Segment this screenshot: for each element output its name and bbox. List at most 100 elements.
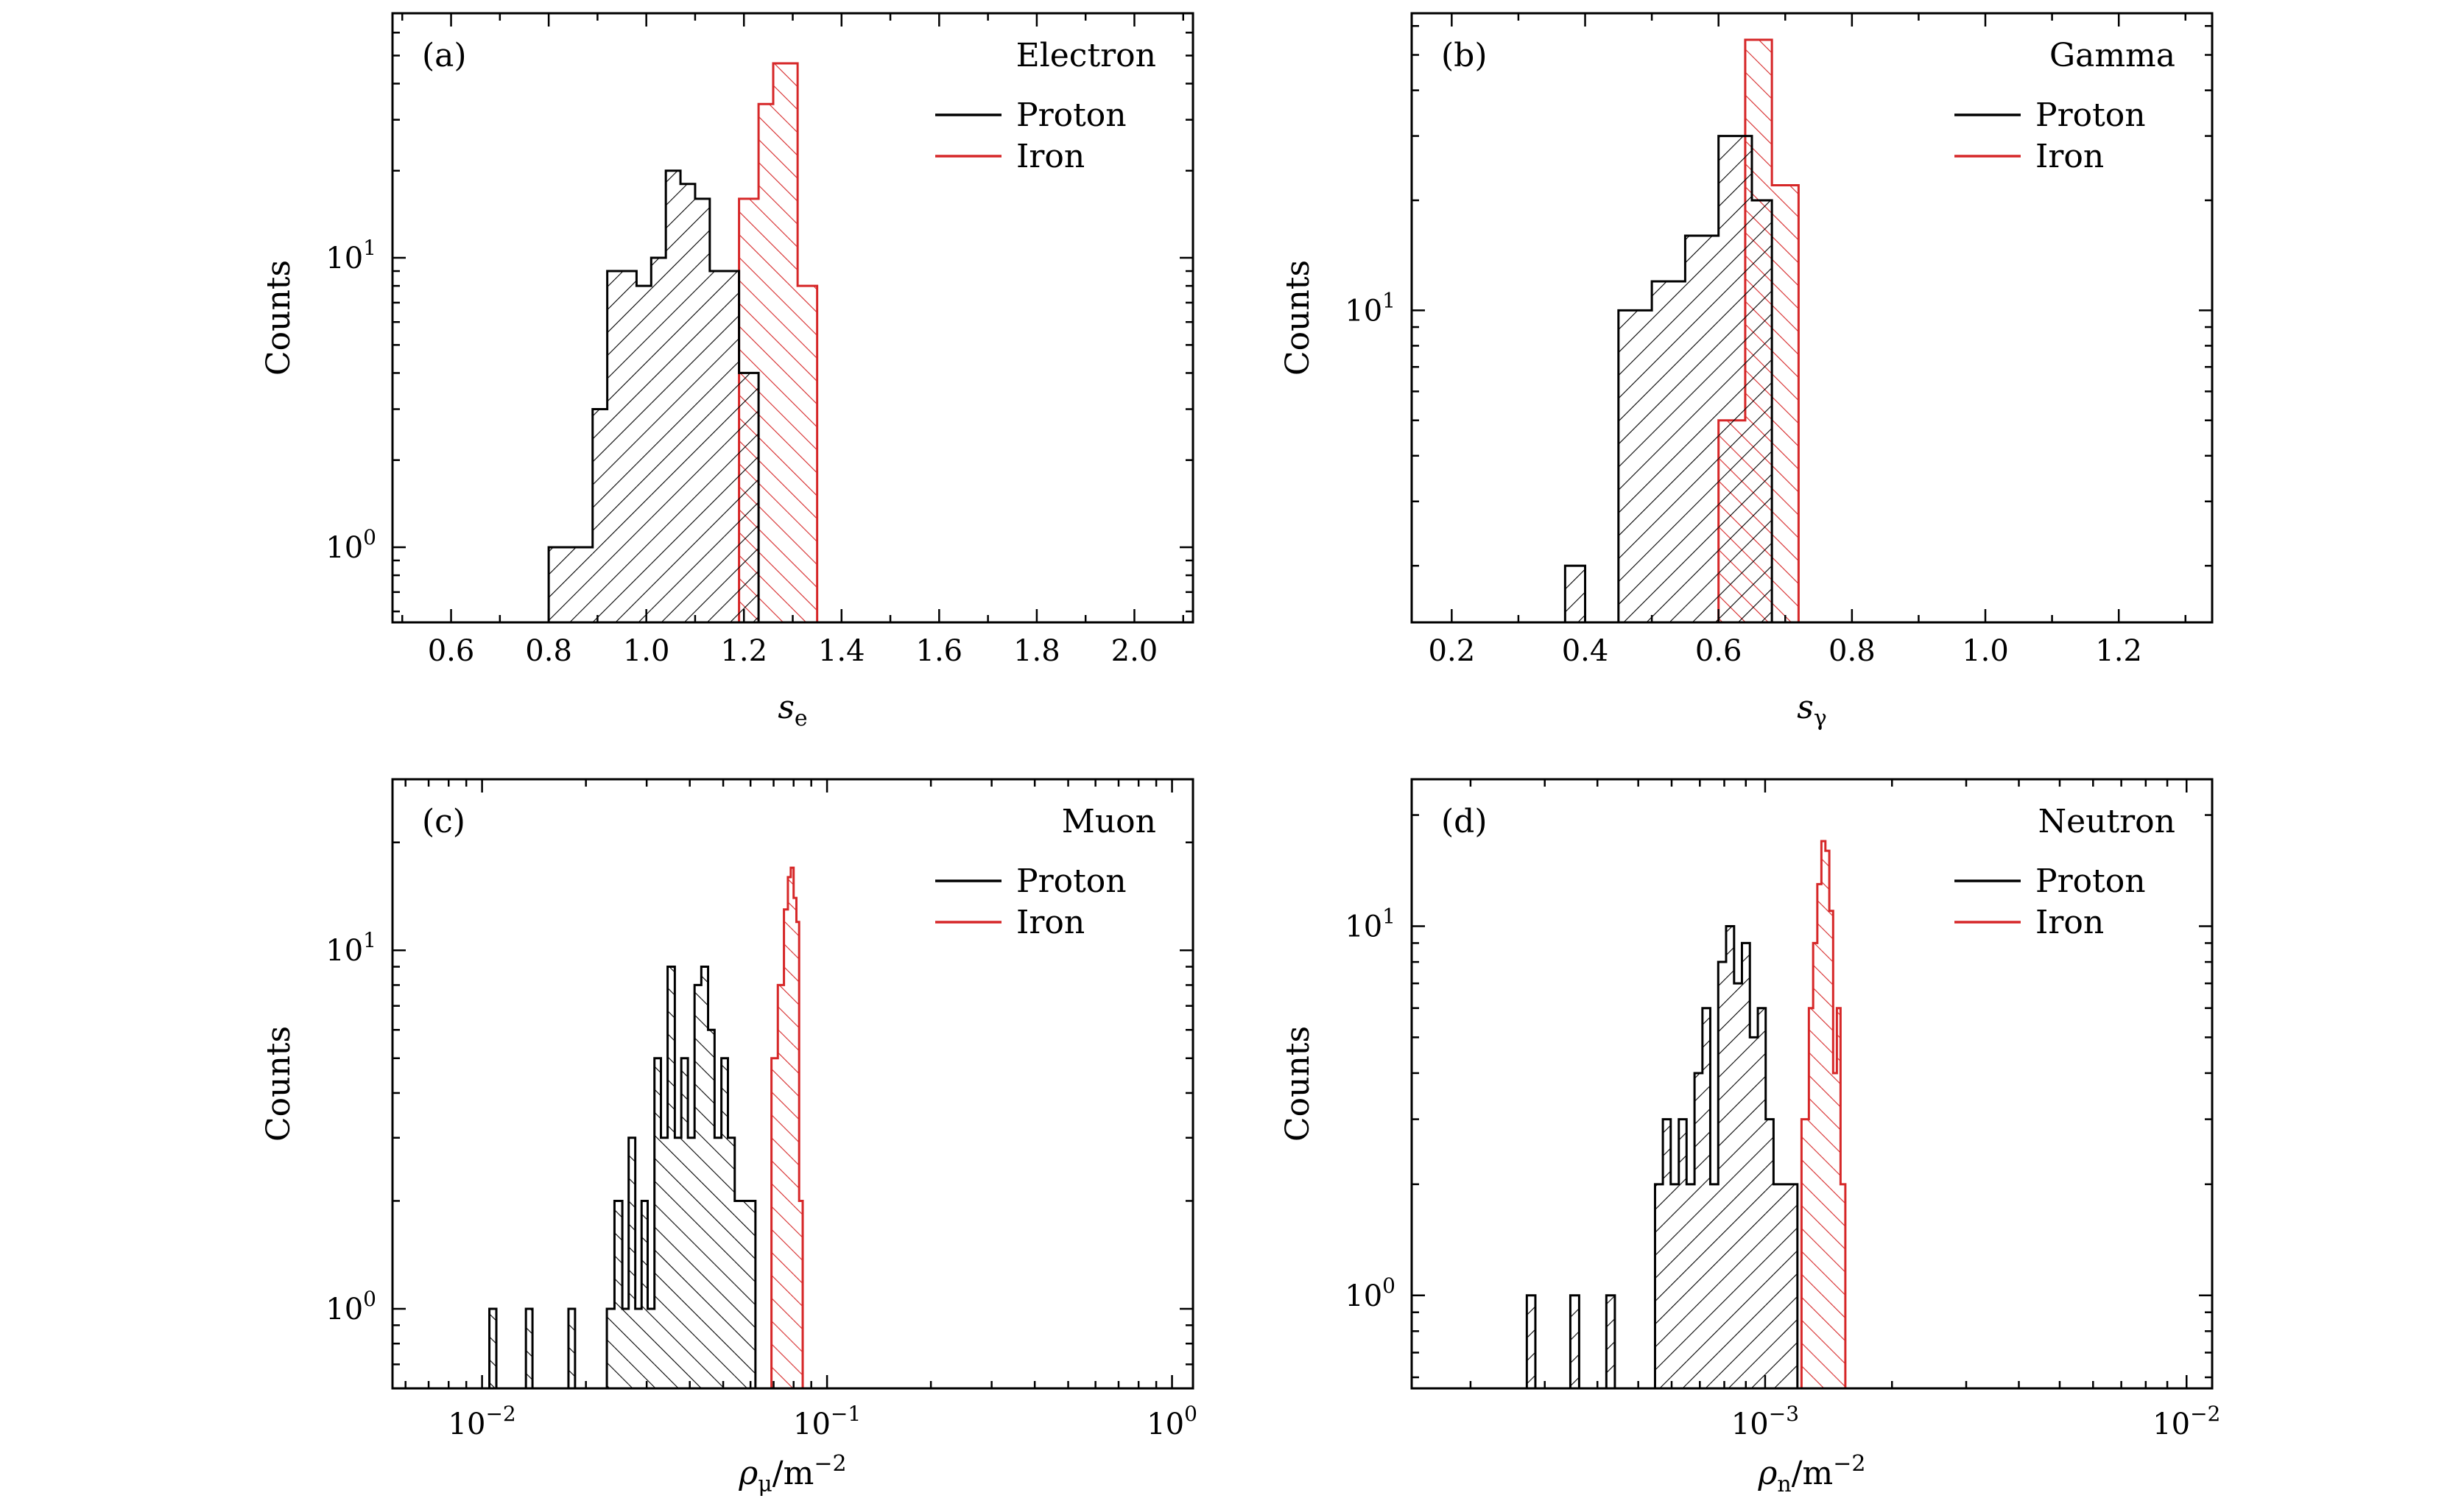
bar-proton-9 [680,183,695,622]
legend-label-iron: Iron [1016,138,1085,175]
x-tick-label: 1.0 [1962,634,2009,668]
bar-proton-3 [592,409,608,622]
legend-label-proton: Proton [2035,96,2146,134]
y-axis-label: Counts [260,1026,298,1142]
bar-iron-2 [1772,185,1799,622]
bar-proton-4 [607,271,622,622]
bar-iron-0 [771,1058,778,1388]
bar-proton-17 [681,1058,689,1388]
x-tick-label: 0.6 [1695,634,1742,668]
bar-proton-22 [714,1137,722,1388]
y-tick-label: 100 [325,1287,376,1326]
plot-area [1525,840,1847,1388]
bar-proton-10 [635,1309,642,1388]
bar-proton-2 [1618,310,1652,622]
x-tick-label: 1.8 [1013,634,1060,668]
bar-proton-5 [1718,136,1752,622]
bar-proton-2 [577,547,593,622]
bar-proton-6 [1751,200,1773,622]
bar-iron-5 [1825,851,1830,1388]
bar-proton-21 [708,1030,715,1388]
y-axis: 100 101 [325,32,1193,613]
bar-proton-11 [641,1201,648,1388]
outline-proton [1563,135,1773,622]
x-tick-label: 0.4 [1562,634,1609,668]
legend: Proton Iron [1954,862,2146,941]
bar-proton-7 [1663,1119,1671,1388]
bar-iron-1 [778,985,784,1388]
bar-iron-3 [787,63,798,622]
bar-proton-9 [628,1137,636,1388]
panel-title: Muon [1062,803,1156,840]
bar-iron-4 [798,286,817,622]
y-tick-label: 101 [1345,904,1395,943]
legend: Proton Iron [935,862,1127,941]
bar-iron-7 [799,1201,803,1388]
x-tick-label: 1.0 [623,634,670,668]
bar-proton-13 [654,1058,661,1388]
x-axis-label: ρμ/m−2 [738,1451,846,1497]
y-axis: 100 101 [325,841,1193,1390]
x-tick-label: 1.6 [916,634,963,668]
bar-proton-8 [666,170,681,622]
legend: Proton Iron [935,96,1127,175]
bar-proton-2 [526,1309,533,1388]
series-proton [488,966,757,1388]
x-tick-label: 10−1 [793,1402,861,1441]
panel-title: Gamma [2049,37,2175,74]
bar-proton-0 [549,547,563,622]
bar-iron-2 [784,909,788,1388]
x-axis-label: sγ [1797,689,1827,731]
bar-iron-4 [1821,840,1826,1388]
x-axis-label: se [778,689,807,731]
legend-label-iron: Iron [2035,904,2104,941]
x-tick-label: 0.8 [1828,634,1876,668]
bar-iron-6 [796,921,800,1388]
bar-proton-13 [1710,1184,1719,1388]
y-axis: 100 101 [1345,814,2212,1379]
bar-proton-16 [675,1137,682,1388]
bar-iron-2 [1813,943,1817,1388]
x-axis: 0.6 0.8 1.0 1.2 1.4 1.6 1.8 2.0 [401,13,1184,668]
panel-title: Electron [1016,37,1156,74]
legend-label-proton: Proton [1016,862,1127,900]
panel-label: (a) [422,37,467,74]
bar-iron-1 [1809,1008,1814,1388]
y-axis: 101 [1345,24,2212,567]
bar-proton-9 [1678,1119,1687,1388]
panel-muon: 10−2 10−1 100 100 101 Counts ρμ/m−2 (c) Muon Prot… [260,778,1197,1497]
legend-label-iron: Iron [2035,138,2104,175]
bar-iron-4 [790,868,794,1388]
y-axis-label: Counts [1279,260,1317,376]
outline-iron [1800,840,1847,1388]
y-axis-label: Counts [260,260,298,376]
bar-proton-3 [1652,281,1686,622]
y-axis-label: Counts [1279,1026,1317,1142]
bar-iron-8 [1837,1008,1841,1388]
bar-proton-14 [1718,962,1726,1388]
bar-proton-16 [1733,983,1742,1388]
x-tick-label: 0.8 [525,634,572,668]
bar-proton-1 [563,547,578,622]
bar-proton-20 [701,966,708,1388]
bar-iron-3 [1817,884,1822,1388]
bar-proton-18 [688,1137,695,1388]
panel-label: (d) [1441,803,1488,840]
bar-proton-4 [1685,236,1719,622]
series-proton [1525,924,1799,1388]
legend-label-iron: Iron [1016,904,1085,941]
bar-proton-19 [694,985,702,1388]
x-axis: 0.2 0.4 0.6 0.8 1.0 1.2 [1429,13,2187,668]
bar-proton-4 [568,1309,575,1388]
plot-area [488,866,804,1388]
y-tick-label: 101 [1345,288,1395,328]
x-tick-label: 1.2 [720,634,767,668]
bar-proton-8 [622,1309,629,1388]
bar-proton-17 [1742,943,1750,1388]
outline-iron [770,866,804,1388]
bar-proton-5 [622,271,637,622]
series-iron [770,866,804,1388]
bar-proton-23 [1789,1184,1798,1388]
plot-area [547,62,819,622]
x-tick-label: 100 [1147,1402,1197,1441]
